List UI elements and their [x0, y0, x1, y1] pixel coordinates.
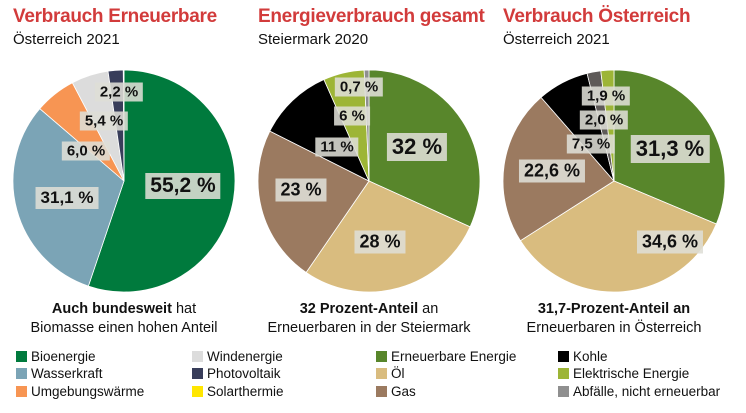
data-label: 31,1 % — [35, 187, 99, 209]
legend-item: Windenergie — [192, 347, 283, 365]
legend-label: Wasserkraft — [31, 366, 103, 381]
legend-swatch — [192, 385, 203, 397]
legend-item: Kohle — [558, 347, 608, 365]
caption-line2: Erneuerbaren in Österreich — [526, 320, 702, 336]
data-label: 6 % — [334, 106, 370, 126]
chart1-title: Verbrauch Erneuerbare — [13, 6, 217, 27]
pie-slice-abfälle-nicht-erneuerbar — [363, 69, 370, 182]
legend-label: Kohle — [573, 348, 608, 364]
caption-bold: 31,7-Prozent-Anteil an — [537, 301, 691, 317]
legend-label: Erneuerbare Energie — [391, 348, 517, 364]
legend-swatch — [192, 368, 203, 379]
chart2-title: Energieverbrauch gesamt — [258, 6, 485, 27]
data-label: 6,0 % — [61, 141, 111, 161]
data-label: 5,4 % — [79, 111, 129, 131]
legend-item: Umgebungswärme — [16, 382, 144, 400]
legend-label: Windenergie — [207, 348, 283, 364]
data-label: 23 % — [275, 178, 327, 202]
caption-line2: Erneuerbaren in der Steiermark — [267, 320, 471, 336]
legend-swatch — [558, 385, 569, 397]
chart2-subtitle: Steiermark 2020 — [258, 31, 369, 48]
legend-item: Abfälle, nicht erneuerbar — [558, 382, 720, 400]
legend-label: Solarthermie — [207, 383, 284, 399]
legend-swatch — [192, 350, 203, 362]
legend-item: Erneuerbare Energie — [376, 347, 516, 365]
caption-line2: Biomasse einen hohen Anteil — [30, 320, 218, 336]
legend-label: Gas — [391, 383, 416, 399]
legend-item: Bioenergie — [16, 347, 96, 365]
caption-rest: hat — [171, 301, 197, 317]
legend-swatch — [376, 368, 387, 379]
legend-swatch — [16, 350, 27, 362]
legend-swatch — [376, 350, 387, 362]
data-label: 0,7 % — [334, 77, 384, 97]
legend-label: Öl — [391, 366, 405, 381]
legend-item: Photovoltaik — [192, 365, 281, 383]
legend-swatch — [16, 368, 27, 379]
data-label: 22,6 % — [518, 159, 586, 183]
chart3-subtitle: Österreich 2021 — [503, 31, 610, 48]
legend-item: Elektrische Energie — [558, 365, 689, 383]
legend-swatch — [558, 350, 569, 362]
legend-label: Abfälle, nicht erneuerbar — [573, 383, 721, 399]
data-label: 1,9 % — [581, 86, 631, 106]
data-label: 2,0 % — [579, 110, 629, 130]
legend-label: Elektrische Energie — [573, 366, 690, 381]
legend-label: Bioenergie — [31, 348, 96, 364]
legend-swatch — [16, 385, 27, 397]
legend-label: Photovoltaik — [207, 366, 281, 381]
data-label: 11 % — [315, 137, 359, 157]
caption-bold: 32 Prozent-Anteil — [299, 301, 419, 317]
data-label: 2,2 % — [94, 82, 144, 102]
legend-swatch — [558, 368, 569, 379]
legend-item: Öl — [376, 365, 405, 383]
chart3-title: Verbrauch Österreich — [503, 6, 691, 27]
legend-label: Umgebungswärme — [31, 383, 145, 399]
legend-item: Gas — [376, 382, 416, 400]
caption-rest: an — [418, 301, 439, 317]
legend-swatch — [376, 385, 387, 397]
data-label: 28 % — [354, 230, 406, 254]
chart3-caption: 31,7-Prozent-Anteil an Erneuerbaren in Ös… — [494, 300, 734, 338]
caption-bold: Auch bundesweit — [51, 301, 172, 317]
chart1-subtitle: Österreich 2021 — [13, 31, 120, 48]
data-label: 34,6 % — [636, 230, 704, 254]
data-label: 7,5 % — [566, 134, 616, 154]
data-label: 32 % — [386, 133, 448, 161]
legend-item: Wasserkraft — [16, 365, 103, 383]
data-label: 31,3 % — [630, 135, 710, 163]
chart2-caption: 32 Prozent-Anteil an Erneuerbaren in der … — [249, 300, 489, 338]
legend-item: Solarthermie — [192, 382, 284, 400]
pie-slice-gas — [257, 130, 370, 274]
data-label: 55,2 % — [145, 173, 221, 199]
chart1-caption: Auch bundesweit hat Biomasse einen hohen … — [4, 300, 244, 338]
